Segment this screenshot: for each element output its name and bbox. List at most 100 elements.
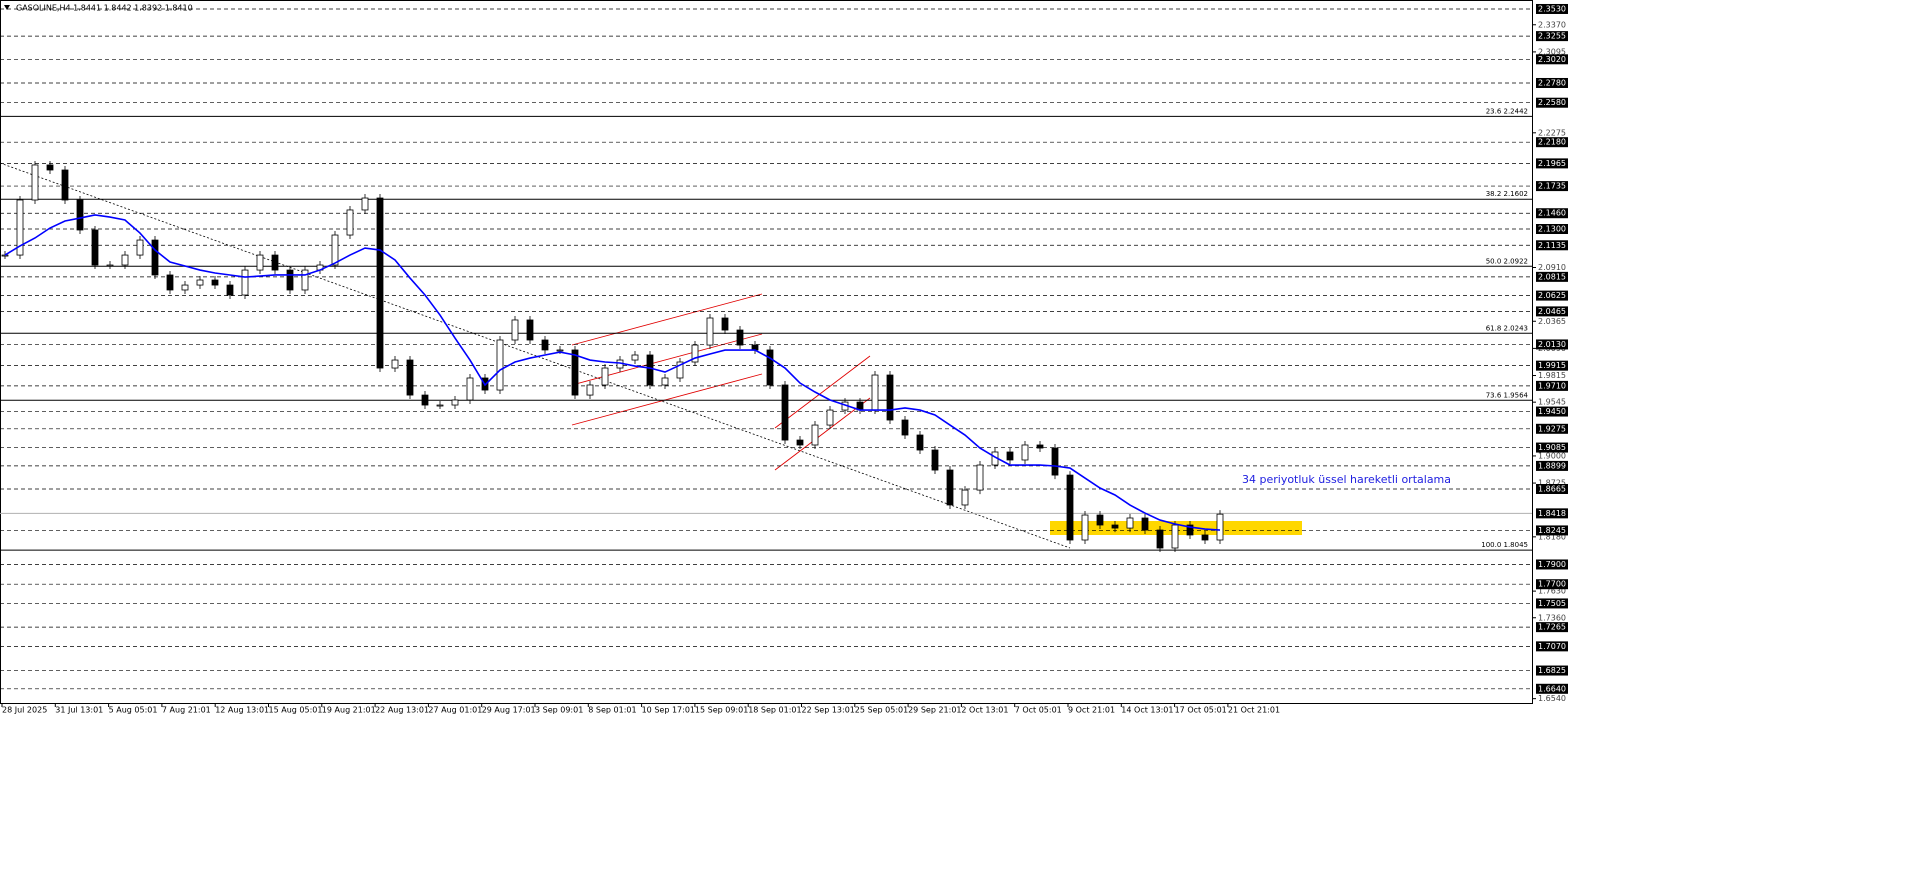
level-label-box <box>1536 442 1568 453</box>
level-label: 2.2180 <box>1538 138 1566 147</box>
level-label: 2.1965 <box>1538 159 1566 168</box>
level-label-box <box>1536 208 1568 219</box>
level-label-box <box>1536 598 1568 609</box>
candle <box>706 317 714 346</box>
level-label: 2.3530 <box>1538 4 1566 13</box>
level-label: 2.1735 <box>1538 182 1566 191</box>
candle <box>1036 444 1044 449</box>
level-label-box <box>1536 271 1568 282</box>
level-label-box <box>1536 306 1568 317</box>
level-label: 2.1135 <box>1538 241 1566 250</box>
level-label: 1.9450 <box>1538 407 1566 416</box>
candle <box>106 264 114 267</box>
level-label-box <box>1536 579 1568 590</box>
x-tick-label: 8 Sep 01:01 <box>588 706 636 715</box>
level-label: 1.8665 <box>1538 484 1566 493</box>
level-label: 1.7505 <box>1538 599 1566 608</box>
y-tick-label: 1.8725 <box>1538 479 1566 488</box>
candle <box>976 464 984 491</box>
level-label-box <box>1536 31 1568 42</box>
candle <box>121 254 129 266</box>
x-tick-label: 15 Aug 05:01 <box>269 706 323 715</box>
level-label: 1.7900 <box>1538 560 1566 569</box>
level-label-box <box>1536 290 1568 301</box>
candle <box>286 269 294 291</box>
ema-line <box>4 214 1221 531</box>
candle <box>1006 451 1014 461</box>
x-tick-label: 22 Aug 13:01 <box>375 706 429 715</box>
level-label: 1.7070 <box>1538 642 1566 651</box>
candle <box>1201 534 1209 541</box>
level-label-box <box>1536 54 1568 65</box>
candle <box>796 439 804 446</box>
candle <box>1156 529 1164 549</box>
level-label-box <box>1536 137 1568 148</box>
level-label-box <box>1536 360 1568 371</box>
candle <box>901 419 909 436</box>
level-label: 2.1460 <box>1538 209 1566 218</box>
candle <box>946 469 954 506</box>
candle <box>466 377 474 401</box>
candle <box>571 349 579 396</box>
x-tick-label: 15 Sep 09:01 <box>695 706 748 715</box>
level-label-box <box>1536 460 1568 471</box>
candle <box>1 254 9 257</box>
level-label-box <box>1536 339 1568 350</box>
candle <box>541 339 549 351</box>
level-label: 2.2780 <box>1538 78 1566 87</box>
y-tick-label: 1.7630 <box>1538 587 1566 596</box>
channel <box>571 293 871 471</box>
candle <box>451 399 459 406</box>
y-tick-label: 2.3370 <box>1538 20 1566 29</box>
price-label: 1.8418 <box>1538 509 1566 518</box>
price-label-box <box>1536 508 1568 519</box>
fib-label: 61.8 2.0243 <box>1486 324 1528 332</box>
candle <box>376 197 384 369</box>
candle <box>691 344 699 363</box>
channel-line <box>774 397 871 471</box>
fib-label: 100.0 1.8045 <box>1481 541 1528 549</box>
channel-line <box>571 373 763 426</box>
level-label: 1.6640 <box>1538 684 1566 693</box>
x-tick-label: 29 Sep 21:01 <box>908 706 961 715</box>
candle <box>556 349 564 352</box>
candle <box>16 199 24 256</box>
level-label: 1.9710 <box>1538 381 1566 390</box>
x-tick-label: 2 Oct 13:01 <box>961 706 1008 715</box>
candle <box>1021 444 1029 461</box>
y-tick-label: 2.3095 <box>1538 47 1566 56</box>
level-label: 1.7265 <box>1538 623 1566 632</box>
y-tick-label: 1.9000 <box>1538 451 1566 460</box>
y-tick-label: 1.6540 <box>1538 694 1566 703</box>
candle <box>1096 514 1104 526</box>
y-tick-label: 1.9545 <box>1538 398 1566 407</box>
level-label-box <box>1536 406 1568 417</box>
x-tick-label: 10 Sep 17:01 <box>642 706 695 715</box>
x-tick-label: 7 Oct 05:01 <box>1015 706 1062 715</box>
candle <box>181 284 189 291</box>
candle <box>226 284 234 296</box>
candle <box>61 169 69 201</box>
y-tick-label: 1.8180 <box>1538 532 1566 541</box>
level-label-box <box>1536 683 1568 694</box>
candle <box>166 274 174 291</box>
candle <box>241 269 249 296</box>
candle <box>1141 517 1149 531</box>
candle <box>736 329 744 346</box>
y-tick-label: 2.0365 <box>1538 317 1566 326</box>
candle <box>271 254 279 271</box>
candle <box>676 361 684 379</box>
candle <box>151 239 159 276</box>
level-label: 1.8245 <box>1538 526 1566 535</box>
candle <box>406 359 414 396</box>
candle <box>1051 447 1059 476</box>
level-label-box <box>1536 665 1568 676</box>
candle <box>886 374 894 421</box>
level-label: 2.1300 <box>1538 225 1566 234</box>
title-arrow <box>4 5 10 10</box>
candle <box>136 239 144 256</box>
x-tick-label: 29 Aug 17:01 <box>482 706 536 715</box>
